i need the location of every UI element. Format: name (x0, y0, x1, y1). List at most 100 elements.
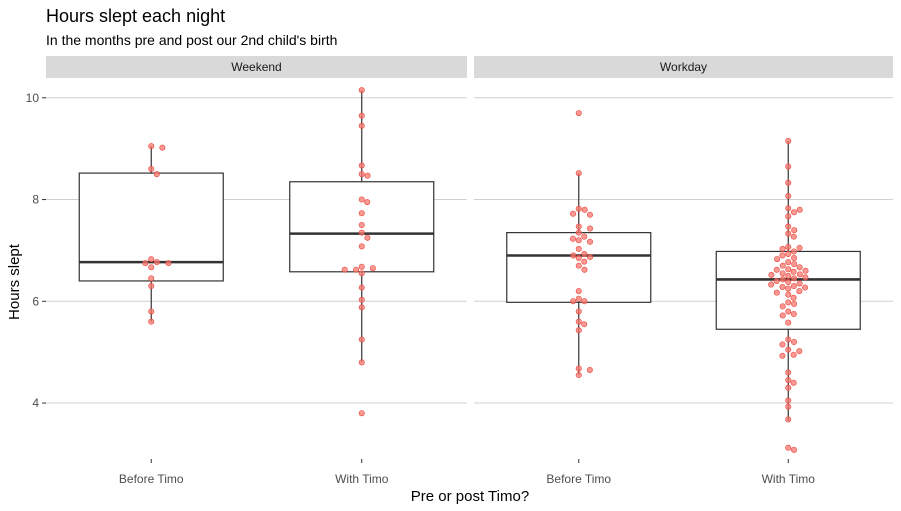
data-point (587, 225, 594, 232)
data-point (358, 229, 365, 236)
data-point (148, 283, 155, 290)
data-point (791, 209, 798, 216)
data-point (785, 384, 792, 391)
data-point (796, 271, 803, 278)
data-point (148, 264, 155, 271)
data-point (575, 318, 582, 325)
data-point (785, 369, 792, 376)
data-point (358, 210, 365, 217)
data-point (785, 223, 792, 230)
data-point (364, 172, 371, 179)
data-point (575, 170, 582, 177)
data-point (785, 243, 792, 250)
data-point (785, 285, 792, 292)
data-point (779, 262, 786, 269)
data-point (785, 163, 792, 170)
facet-strip (46, 56, 467, 78)
data-point (575, 245, 582, 252)
data-point (779, 284, 786, 291)
x-tick-label: Before Timo (119, 472, 184, 486)
data-point (785, 308, 792, 315)
data-point (791, 261, 798, 268)
data-point (790, 268, 797, 275)
data-point (779, 270, 786, 277)
data-point (148, 143, 155, 150)
data-point (785, 346, 792, 353)
data-point (148, 256, 155, 263)
data-point (581, 250, 588, 257)
facet-strip (474, 56, 893, 78)
data-point (570, 210, 577, 217)
data-point (586, 366, 593, 373)
data-point (358, 162, 365, 169)
data-point (570, 298, 577, 305)
data-point (358, 112, 365, 119)
data-point (785, 230, 792, 237)
data-point (785, 179, 792, 186)
y-tick-label: 8 (32, 193, 39, 207)
data-point (358, 359, 365, 366)
data-point (358, 196, 365, 203)
data-point (802, 284, 809, 291)
chart-panels: 4 6 8 10 Weekend Before Timo With Timo Workday B… (26, 56, 893, 486)
data-point (353, 266, 360, 273)
data-point (575, 327, 582, 334)
data-point (587, 238, 594, 245)
data-point (791, 338, 798, 345)
box-group (715, 138, 861, 453)
data-point (581, 298, 588, 305)
data-point (796, 244, 803, 251)
x-tick-label: With Timo (335, 472, 389, 486)
data-point (581, 258, 588, 265)
data-point (785, 397, 792, 404)
box-group (506, 110, 652, 379)
data-point (802, 267, 809, 274)
data-point (358, 171, 365, 178)
data-point (575, 110, 582, 117)
data-point (791, 300, 798, 307)
data-point (785, 250, 792, 257)
data-point (768, 281, 775, 288)
facet-panel-weekend: Weekend Before Timo With Timo (46, 56, 467, 486)
data-point (785, 377, 792, 384)
data-point (581, 233, 588, 240)
data-point (575, 262, 582, 269)
data-point (153, 259, 160, 266)
chart-subtitle: In the months pre and post our 2nd child… (46, 32, 337, 48)
data-point (790, 233, 797, 240)
data-point (581, 266, 588, 273)
data-point (358, 122, 365, 129)
data-point (785, 278, 792, 285)
data-point (796, 264, 803, 271)
data-point (358, 263, 365, 270)
data-point (785, 213, 792, 220)
data-point (358, 410, 365, 417)
data-point (575, 223, 582, 230)
data-point (779, 352, 786, 359)
data-point (796, 280, 803, 287)
data-point (364, 199, 371, 206)
data-point (586, 211, 593, 218)
data-point (358, 270, 365, 277)
data-point (790, 446, 797, 453)
data-point (575, 372, 582, 379)
data-point (581, 206, 588, 213)
facet-strip-label: Workday (660, 60, 707, 74)
y-tick-label: 6 (32, 294, 39, 308)
data-point (791, 227, 798, 234)
data-point (358, 243, 365, 250)
data-point (790, 379, 797, 386)
data-point (791, 255, 798, 262)
data-point (148, 318, 155, 325)
data-point (575, 288, 582, 295)
data-point (148, 166, 155, 173)
data-point (575, 295, 582, 302)
data-point (358, 221, 365, 228)
data-point (785, 266, 792, 273)
data-point (779, 303, 786, 310)
data-point (790, 248, 797, 255)
data-point (785, 272, 792, 279)
data-point (570, 252, 577, 259)
x-tick-label: With Timo (762, 472, 816, 486)
x-tick-label: Before Timo (546, 472, 611, 486)
